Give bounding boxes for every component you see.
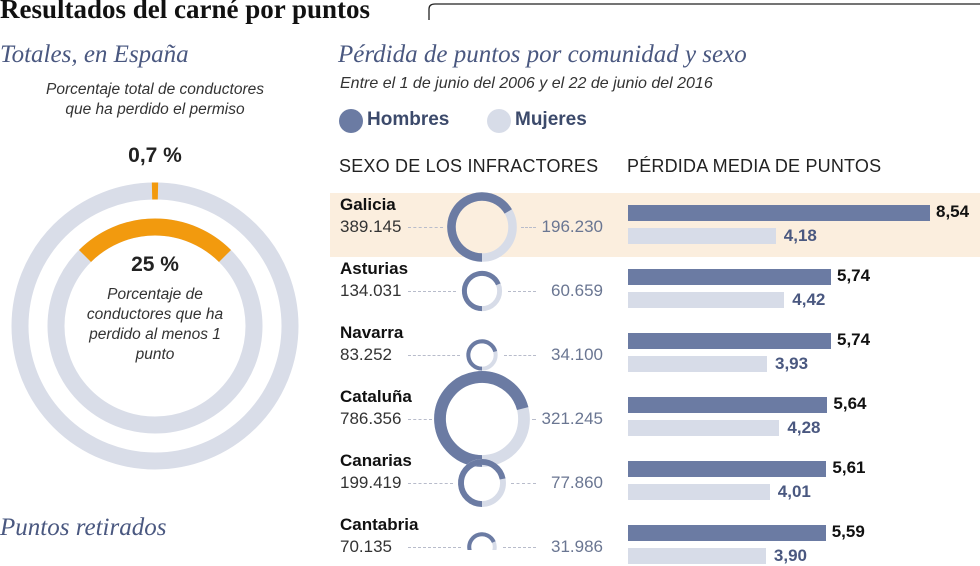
men-arc-cantabria xyxy=(469,534,494,550)
infractores-circles xyxy=(0,0,980,550)
bar-women-cantabria xyxy=(628,548,766,564)
